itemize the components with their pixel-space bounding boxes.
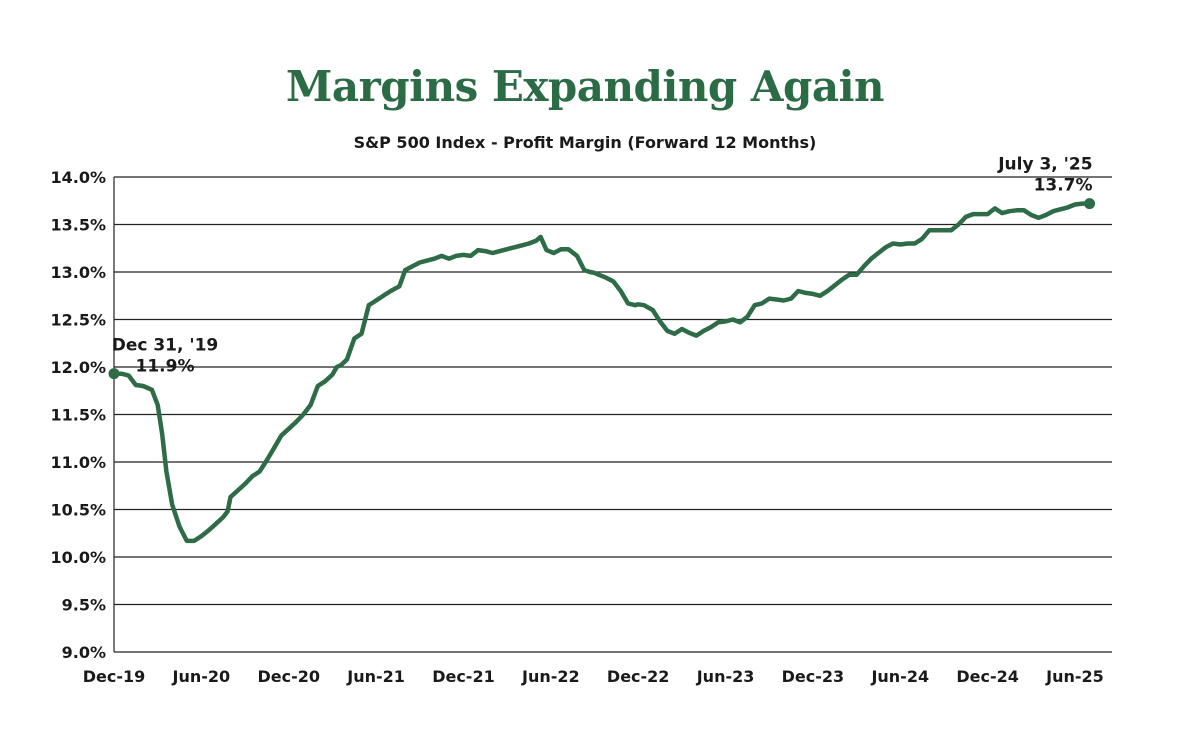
x-tick-label: Dec-21	[432, 667, 495, 686]
gridlines	[113, 176, 1112, 653]
x-tick-label: Jun-24	[870, 667, 929, 686]
x-tick-label: Dec-20	[257, 667, 320, 686]
y-tick-label: 13.0%	[50, 263, 106, 282]
y-tick-label: 12.5%	[50, 311, 106, 330]
y-tick-label: 12.0%	[50, 358, 106, 377]
x-axis-tick-labels: Dec-19 Jun-20 Dec-20 Jun-21 Dec-21 Jun-22 Dec-…	[83, 667, 1104, 686]
annotation-value: 13.7%	[1034, 176, 1093, 196]
y-tick-label: 9.5%	[62, 596, 106, 615]
series-layer	[111, 201, 1092, 544]
x-tick-label: Jun-25	[1045, 667, 1104, 686]
x-tick-label: Jun-20	[172, 667, 231, 686]
endpoint-marker	[1084, 198, 1096, 210]
annotation-date: Dec 31, '19	[112, 336, 219, 356]
y-tick-label: 10.0%	[50, 548, 106, 567]
y-tick-label: 9.0%	[62, 643, 106, 662]
x-tick-label: Dec-23	[782, 667, 845, 686]
y-tick-label: 14.0%	[50, 168, 106, 187]
annotation-date: July 3, '25	[997, 155, 1092, 175]
x-tick-label: Jun-22	[521, 667, 580, 686]
annotation-value: 11.9%	[136, 357, 195, 377]
y-tick-label: 11.0%	[50, 453, 106, 472]
series-line-profit-margin	[111, 201, 1092, 544]
endpoint-marker	[108, 368, 120, 380]
x-tick-label: Dec-22	[607, 667, 670, 686]
x-tick-label: Jun-23	[696, 667, 755, 686]
y-axis-tick-labels: 9.0% 9.5% 10.0% 10.5% 11.0% 11.5% 12.0% 12.5% 13…	[50, 168, 106, 662]
y-tick-label: 10.5%	[50, 501, 106, 520]
y-tick-label: 11.5%	[50, 406, 106, 425]
chart-title: Margins Expanding Again	[285, 62, 885, 111]
x-tick-label: Dec-19	[83, 667, 146, 686]
y-tick-label: 13.5%	[50, 216, 106, 235]
chart-subtitle: S&P 500 Index - Profit Margin (Forward 1…	[353, 133, 817, 152]
x-tick-label: Jun-21	[346, 667, 405, 686]
x-tick-label: Dec-24	[956, 667, 1019, 686]
